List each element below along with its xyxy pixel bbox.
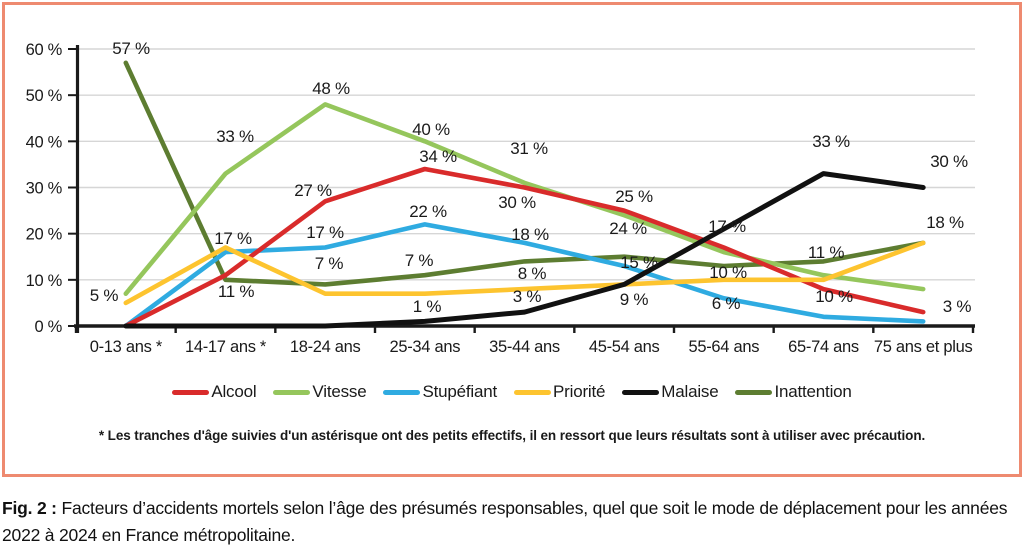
svg-text:45-54 ans: 45-54 ans [589,338,660,356]
legend-label: Priorité [553,382,606,401]
series-priorité [123,240,926,306]
legend-swatch [735,389,773,395]
series-vitesse [123,102,926,297]
caption-text: Facteurs d’accidents mortels selon l’âge… [2,498,1008,545]
svg-text:14-17 ans *: 14-17 ans * [185,338,267,356]
legend-item-stupéfiant: Stupéfiant [383,382,497,402]
svg-text:0 %: 0 % [34,318,62,336]
legend-label: Alcool [211,382,257,401]
svg-text:3 %: 3 % [513,287,542,306]
legend-item-alcool: Alcool [172,382,257,402]
svg-text:11 %: 11 % [218,282,254,301]
svg-text:75 ans et plus: 75 ans et plus [874,338,973,356]
figure-caption: Fig. 2 : Facteurs d’accidents mortels se… [2,495,1016,549]
legend-item-vitesse: Vitesse [273,382,367,402]
chart-legend: Alcool Vitesse Stupéfiant Priorité Malaise In… [0,382,1024,402]
svg-text:30 %: 30 % [930,152,968,171]
svg-text:3 %: 3 % [943,297,972,316]
svg-text:31 %: 31 % [510,139,548,158]
svg-text:33 %: 33 % [216,127,254,146]
svg-text:7 %: 7 % [405,251,434,270]
legend-swatch [172,389,210,395]
svg-text:35-44 ans: 35-44 ans [489,338,560,356]
svg-text:20 %: 20 % [26,226,63,244]
point-labels: 57 % 5 % 33 % 17 % 11 % 48 % 27 % 17 % 7 % 40 % 34… [90,39,972,316]
legend-label: Vitesse [312,382,367,401]
svg-text:1 %: 1 % [413,297,442,316]
svg-text:18 %: 18 % [926,213,964,232]
legend-label: Stupéfiant [422,382,498,401]
svg-text:55-64 ans: 55-64 ans [688,338,759,356]
svg-text:30 %: 30 % [26,179,63,197]
svg-text:0-13 ans *: 0-13 ans * [90,338,163,356]
svg-text:25 %: 25 % [615,187,653,206]
svg-text:7 %: 7 % [315,254,344,273]
svg-text:11 %: 11 % [808,243,844,262]
svg-text:22 %: 22 % [409,202,447,221]
footnote: * Les tranches d'âge suivies d'un astéri… [98,428,926,443]
svg-text:30 %: 30 % [498,193,536,212]
svg-text:15 %: 15 % [620,253,658,272]
svg-text:65-74 ans: 65-74 ans [788,338,859,356]
legend-item-inattention: Inattention [735,382,852,402]
svg-text:50 %: 50 % [26,87,63,105]
svg-text:8 %: 8 % [518,264,547,283]
svg-text:17 %: 17 % [708,217,746,236]
legend-item-malaise: Malaise [622,382,719,402]
caption-label: Fig. 2 : [2,498,57,518]
legend-label: Inattention [774,382,852,401]
svg-text:5 %: 5 % [90,286,119,305]
x-axis-labels: 0-13 ans * 14-17 ans * 18-24 ans 25-34 ans 3… [90,338,973,356]
series-alcool [123,166,926,329]
svg-text:18 %: 18 % [511,225,549,244]
svg-text:40 %: 40 % [26,133,63,151]
legend-swatch [273,389,311,395]
svg-text:17 %: 17 % [306,223,344,242]
legend-swatch [514,389,552,395]
svg-text:57 %: 57 % [112,39,150,58]
legend-swatch [383,389,421,395]
legend-item-priorité: Priorité [514,382,605,402]
y-axis-labels: 0 % 10 % 20 % 30 % 40 % 50 % 60 % [26,41,63,336]
chart-canvas: 0 % 10 % 20 % 30 % 40 % 50 % 60 % 0-13 ans * 14-… [26,39,975,356]
svg-text:10 %: 10 % [709,263,747,282]
svg-text:6 %: 6 % [712,294,741,313]
series-inattention [123,60,926,287]
legend-label: Malaise [661,382,719,401]
svg-text:40 %: 40 % [412,120,450,139]
svg-text:10 %: 10 % [26,272,63,290]
series-malaise [123,171,926,329]
svg-text:27 %: 27 % [294,181,332,200]
svg-text:34 %: 34 % [419,147,457,166]
svg-text:17 %: 17 % [214,229,252,248]
svg-text:24 %: 24 % [609,219,647,238]
svg-text:25-34 ans: 25-34 ans [389,338,460,356]
svg-text:9 %: 9 % [620,290,649,309]
svg-text:33 %: 33 % [812,132,850,151]
legend-swatch [622,389,660,395]
svg-text:60 %: 60 % [26,41,63,59]
svg-text:10 %: 10 % [815,287,853,306]
svg-text:18-24 ans: 18-24 ans [290,338,361,356]
svg-text:48 %: 48 % [312,79,350,98]
